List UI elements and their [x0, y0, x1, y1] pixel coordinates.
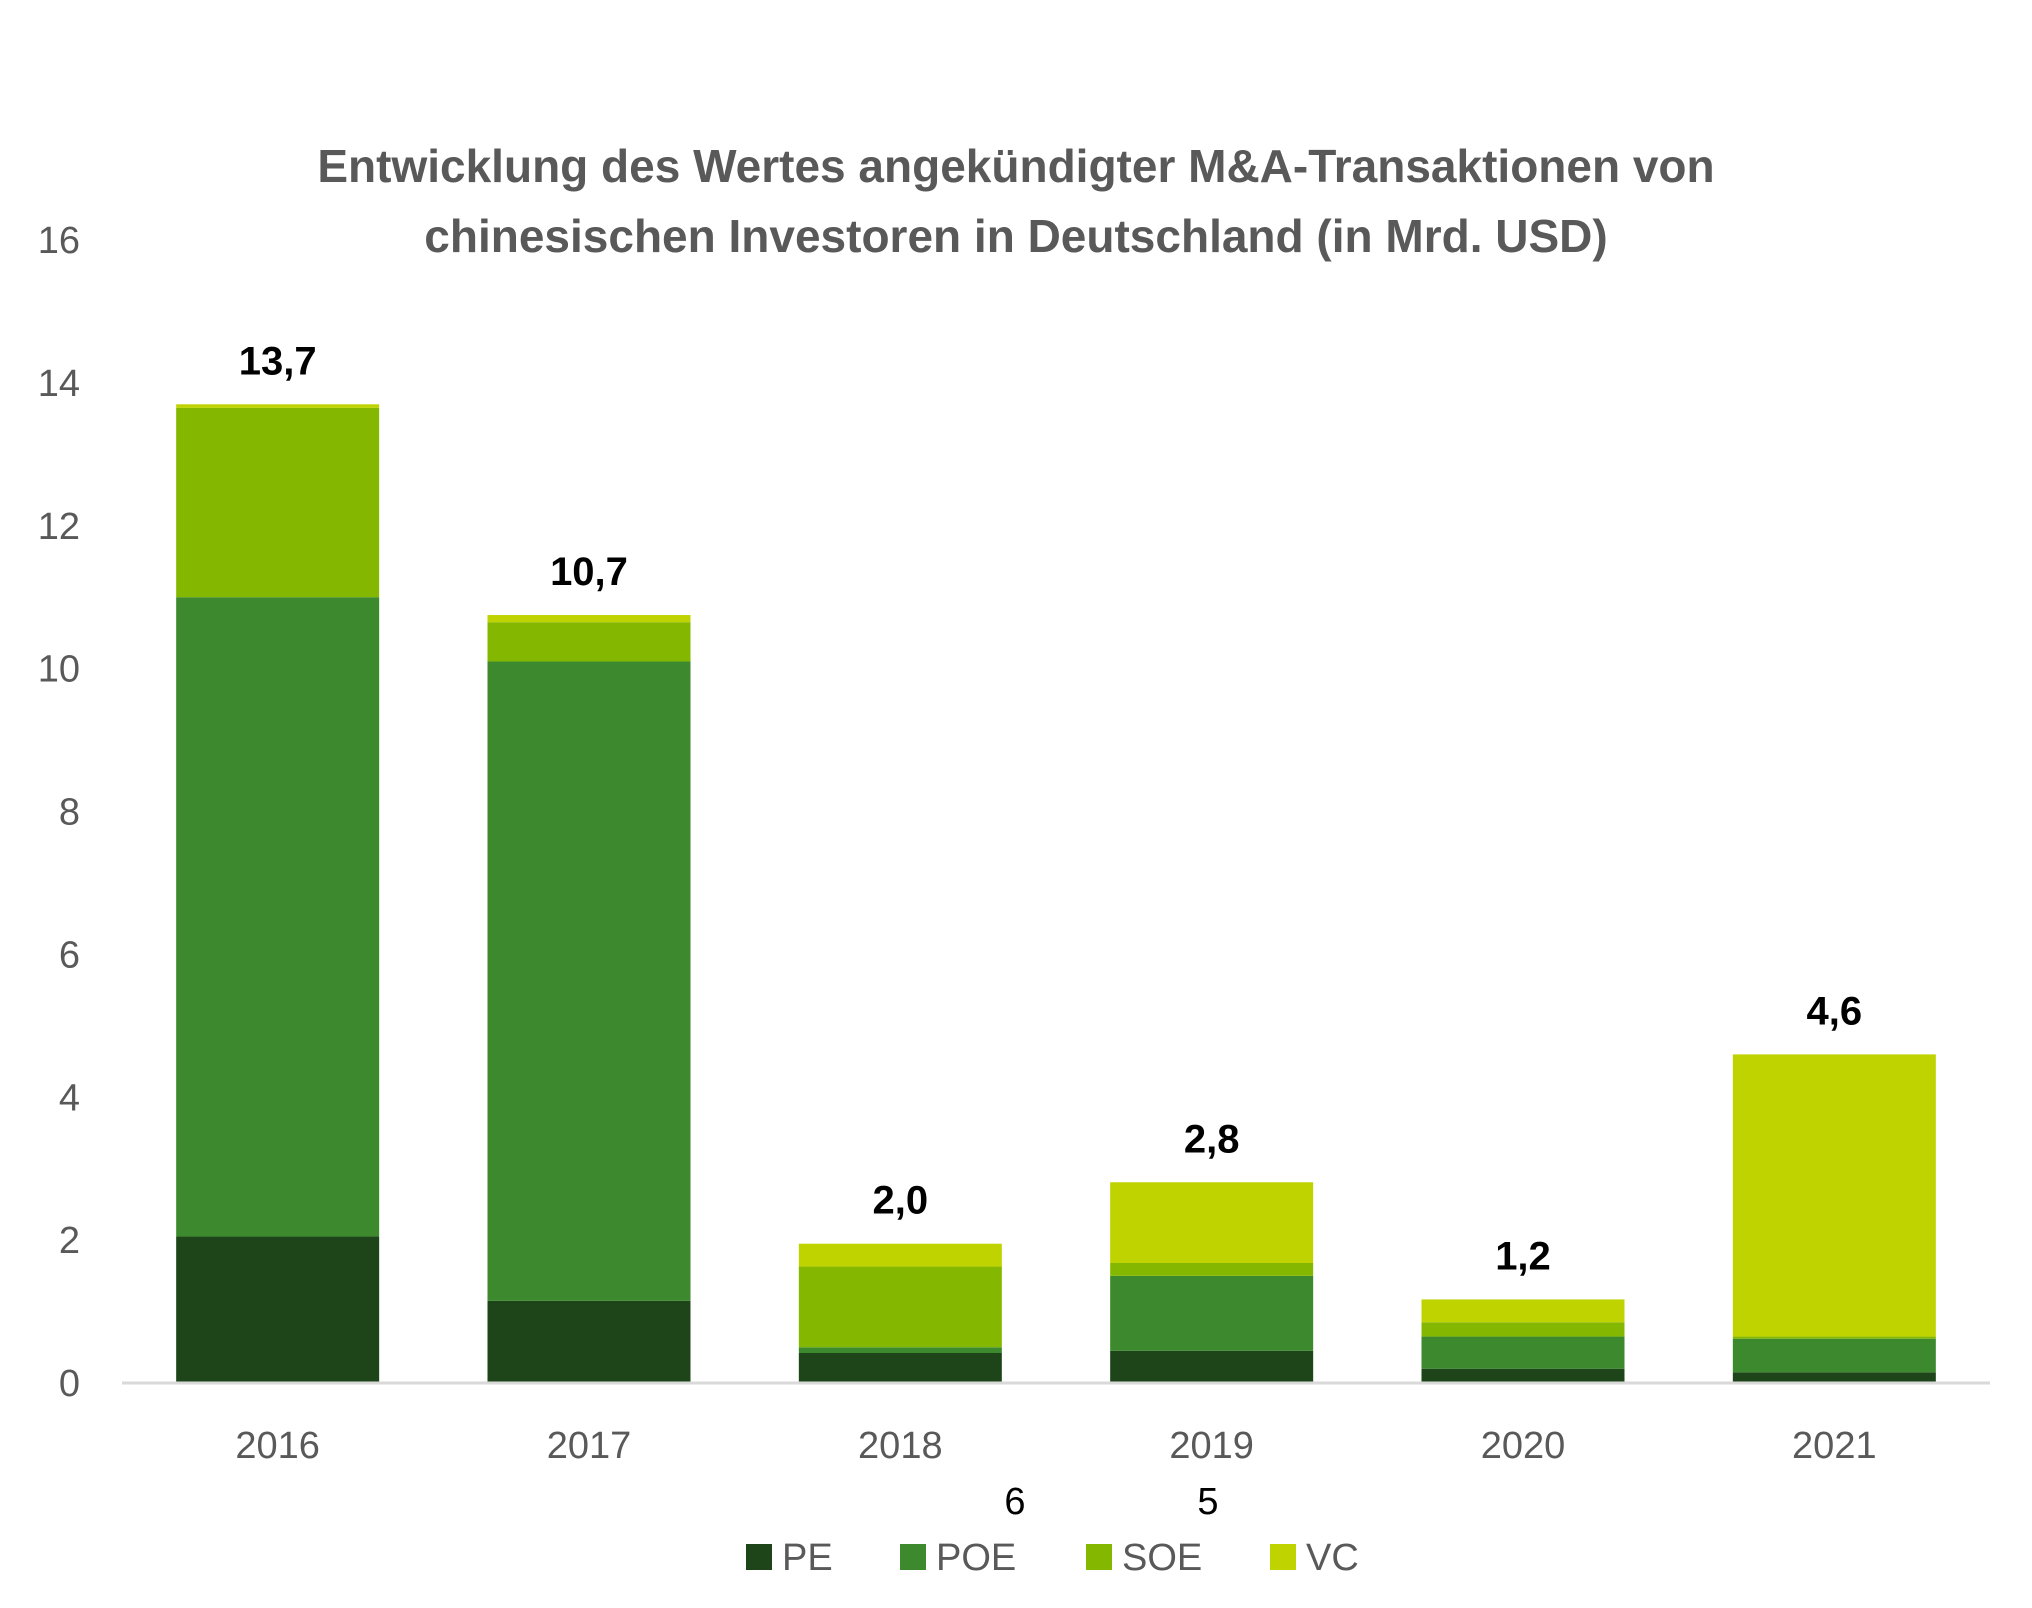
legend-label-pe: PE — [782, 1537, 833, 1579]
y-tick-label: 4 — [59, 1077, 80, 1119]
y-tick-label: 6 — [59, 934, 80, 976]
x-tick-label: 2016 — [235, 1425, 320, 1467]
bar-segment-poe-2021 — [1732, 1338, 1936, 1373]
bar-segment-poe-2019 — [1110, 1275, 1314, 1351]
y-tick-label: 12 — [38, 506, 80, 548]
bar-segment-vc-2019 — [1110, 1182, 1314, 1263]
bar-segment-soe-2021 — [1732, 1336, 1936, 1339]
x-tick-label: 2019 — [1169, 1425, 1254, 1467]
chart-title-line-2: chinesischen Investoren in Deutschland (… — [424, 210, 1607, 262]
total-label: 13,7 — [239, 339, 317, 383]
y-tick-label: 0 — [59, 1363, 80, 1405]
legend-swatch-vc — [1270, 1544, 1296, 1570]
total-labels: 13,7 10,7 2,0 2,8 1,2 4,6 — [239, 339, 1862, 1278]
legend-label-poe: POE — [936, 1537, 1016, 1579]
bar-segment-vc-2017 — [487, 615, 691, 623]
legend-swatch-poe — [900, 1544, 926, 1570]
bar-segment-pe-2020 — [1421, 1368, 1625, 1383]
bar-segment-pe-2019 — [1110, 1350, 1314, 1383]
legend-label-soe: SOE — [1122, 1537, 1202, 1579]
bar-segment-soe-2016 — [176, 407, 380, 598]
x-tick-label: 2020 — [1481, 1425, 1566, 1467]
legend: PE POE SOE VC — [746, 1537, 1359, 1579]
x-axis-labels: 2016 2017 2018 2019 2020 2021 — [235, 1425, 1876, 1467]
x-tick-label: 2018 — [858, 1425, 943, 1467]
bar-segment-soe-2018 — [798, 1266, 1002, 1348]
bar-segment-soe-2017 — [487, 622, 691, 662]
bar-segment-pe-2018 — [798, 1352, 1002, 1383]
bar-segment-poe-2016 — [176, 597, 380, 1237]
bar-segment-vc-2018 — [798, 1243, 1002, 1267]
bar-segment-poe-2017 — [487, 661, 691, 1301]
y-tick-label: 2 — [59, 1220, 80, 1262]
x-tick-label: 2017 — [547, 1425, 632, 1467]
total-label: 10,7 — [550, 550, 628, 594]
total-label: 1,2 — [1495, 1234, 1551, 1278]
bar-segment-vc-2016 — [176, 404, 380, 408]
bar-segment-pe-2016 — [176, 1236, 380, 1383]
legend-swatch-soe — [1086, 1544, 1112, 1570]
legend-swatch-pe — [746, 1544, 772, 1570]
y-axis-ticks: 0 2 4 6 8 10 12 14 16 — [38, 220, 80, 1405]
y-tick-label: 16 — [38, 220, 80, 262]
bar-segment-soe-2019 — [1110, 1262, 1314, 1276]
bar-segment-vc-2021 — [1732, 1054, 1936, 1337]
stray-label-2: 5 — [1197, 1481, 1218, 1523]
total-label: 2,0 — [873, 1179, 929, 1223]
bar-segment-soe-2020 — [1421, 1322, 1625, 1337]
bar-segment-pe-2017 — [487, 1300, 691, 1383]
legend-label-vc: VC — [1306, 1537, 1359, 1579]
total-label: 4,6 — [1807, 989, 1863, 1033]
y-tick-label: 10 — [38, 649, 80, 691]
bar-segment-poe-2018 — [798, 1347, 1002, 1353]
bar-segment-pe-2021 — [1732, 1372, 1936, 1383]
y-tick-label: 14 — [38, 363, 80, 405]
chart-title-line-1: Entwicklung des Wertes angekündigter M&A… — [317, 140, 1714, 192]
x-tick-label: 2021 — [1792, 1425, 1877, 1467]
y-tick-label: 8 — [59, 792, 80, 834]
bars — [176, 404, 1936, 1383]
total-label: 2,8 — [1184, 1117, 1240, 1161]
bar-segment-poe-2020 — [1421, 1336, 1625, 1369]
stray-label-1: 6 — [1004, 1481, 1025, 1523]
bar-segment-vc-2020 — [1421, 1299, 1625, 1323]
